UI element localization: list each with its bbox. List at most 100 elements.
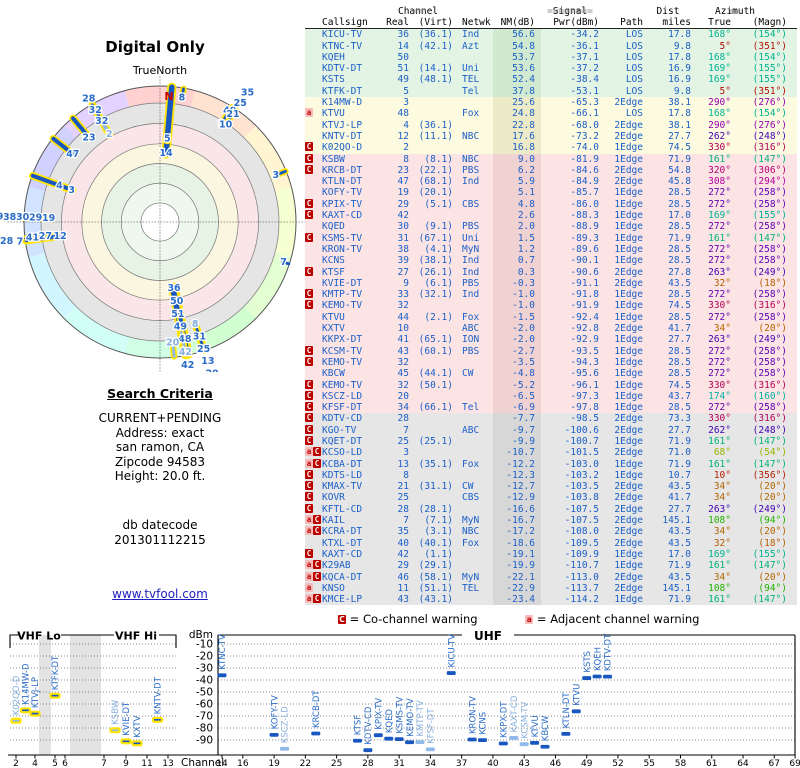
- distance: 145.1: [662, 515, 691, 527]
- real-channel: 20: [397, 390, 409, 402]
- virtual-channel: (7.1): [424, 515, 453, 527]
- path: 1Edge: [614, 390, 643, 402]
- signal-bar: [29, 710, 41, 717]
- virtual-channel: [409, 425, 453, 436]
- signal-bar: [151, 716, 164, 723]
- col-pwr: Pwr(dBm): [553, 17, 599, 28]
- warning-flags: C: [305, 289, 322, 300]
- noise-margin: 37.8: [493, 85, 541, 98]
- distance: 43.5: [668, 571, 691, 583]
- dbm-tick-label: -90: [196, 735, 213, 747]
- warning-flags: C: [305, 424, 322, 436]
- azimuth-magnetic: (258°): [752, 221, 787, 233]
- noise-margin: 54.8: [493, 40, 541, 52]
- polar-channel-label: 48: [178, 334, 192, 345]
- callsign: KCRA-DT: [322, 526, 363, 538]
- warning-flags: C: [305, 492, 322, 503]
- table-row: KSTS 49 (48.1) TEL 52.4 -38.4 LOS 16.9 169° (155°…: [305, 74, 797, 86]
- noise-margin: 0.3: [493, 266, 541, 278]
- signal-bar: [446, 671, 456, 675]
- co-channel-icon: C: [305, 266, 313, 276]
- station-label: KSMS-TV: [395, 696, 405, 733]
- channel-tick-label: 40: [487, 759, 499, 768]
- path: 2Edge: [614, 503, 643, 515]
- virtual-channel: (1.1): [424, 548, 453, 560]
- table-row: KXTV 10 ABC -2.0 -92.8 2Edge 41.7 34° (20°): [305, 323, 797, 335]
- co-channel-icon: C: [305, 289, 313, 299]
- network: [453, 142, 493, 153]
- network: Fox: [462, 537, 480, 549]
- network: Ind: [462, 176, 480, 188]
- warning-flags: C: [305, 345, 322, 357]
- callsign: KPIX-TV: [322, 198, 363, 210]
- real-channel: 32: [397, 356, 409, 368]
- azimuth-magnetic: (258°): [752, 187, 787, 199]
- azimuth-magnetic: (94°): [758, 515, 787, 527]
- network: [453, 210, 493, 221]
- station-label: KMTP-TV: [416, 700, 426, 737]
- power: -97.3: [570, 390, 599, 402]
- warning-flags: C: [305, 469, 322, 481]
- polar-channel-label: 35: [241, 87, 254, 98]
- real-channel: 51: [397, 63, 409, 75]
- polar-channel-label: 4: [56, 180, 63, 191]
- network: TEL: [462, 582, 480, 594]
- signal-bar: [425, 747, 435, 752]
- path: 2Edge: [614, 119, 643, 131]
- network: ABC: [462, 323, 480, 335]
- polar-bar: [183, 349, 188, 357]
- table-row: K14MW-D 3 25.6 -65.3 2Edge 38.1 290° (276°): [305, 97, 797, 109]
- distance: 28.5: [668, 243, 691, 255]
- real-channel: 3: [403, 447, 409, 459]
- distance: 17.8: [668, 108, 691, 120]
- path: 2Edge: [614, 266, 643, 278]
- virtual-channel: (4.1): [424, 243, 453, 255]
- signal-strength-chart: VHF Lo VHF Hi UHFdBm-10-20-30-40-50-60-70-…: [8, 629, 800, 768]
- power: -100.7: [564, 435, 599, 447]
- noise-margin: 2.6: [493, 210, 541, 222]
- table-row: KTXL-DT 40 (40.1) Fox -18.6 -109.5 2Edge 43.5 32…: [305, 537, 797, 549]
- azimuth-true: 330°: [708, 413, 731, 425]
- power: -88.9: [570, 221, 599, 233]
- path: 2Edge: [614, 413, 643, 425]
- virtual-channel: (20.1): [418, 187, 453, 199]
- path: 1Edge: [614, 198, 643, 210]
- station-label: KNTV-DT: [154, 676, 164, 714]
- warning-flags: [305, 312, 322, 323]
- virtual-channel: (28.1): [418, 503, 453, 515]
- warning-flags: [305, 368, 322, 379]
- station-label: KICU-TV: [447, 634, 457, 668]
- power: -108.0: [564, 526, 599, 538]
- polar-channel-label: 12: [54, 231, 67, 242]
- polar-bar: [24, 237, 40, 243]
- virtual-channel: (31.1): [418, 481, 453, 493]
- noise-margin: 22.8: [493, 119, 541, 131]
- vhf-lo-label: VHF Lo: [17, 630, 61, 643]
- power: -103.0: [564, 458, 599, 470]
- azimuth-true: 34°: [713, 323, 731, 335]
- noise-margin: -4.8: [493, 368, 541, 380]
- warning-flags: [305, 86, 322, 97]
- virtual-channel: [409, 300, 453, 311]
- real-channel: 32: [397, 379, 409, 391]
- dbm-tick-label: -60: [196, 699, 213, 711]
- path: 1Edge: [614, 243, 643, 255]
- virtual-channel: (66.1): [418, 402, 453, 414]
- power: -103.8: [564, 492, 599, 504]
- distance: 9.8: [673, 40, 691, 52]
- virtual-channel: (58.1): [418, 571, 453, 583]
- azimuth-magnetic: (258°): [752, 345, 787, 357]
- warning-flags: C: [305, 142, 322, 153]
- azimuth-magnetic: (258°): [752, 356, 787, 368]
- network: Azt: [462, 40, 480, 52]
- station-label: KKPX-DT: [500, 701, 510, 738]
- real-channel: 9: [403, 277, 409, 289]
- signal-bar: [269, 732, 279, 737]
- distance: 43.5: [668, 526, 691, 538]
- co-channel-icon: C: [313, 560, 321, 570]
- tvfool-link[interactable]: www.tvfool.com: [112, 587, 208, 601]
- azimuth-true: 68°: [713, 447, 731, 459]
- distance: 28.5: [668, 368, 691, 380]
- signal-bar: [109, 727, 121, 734]
